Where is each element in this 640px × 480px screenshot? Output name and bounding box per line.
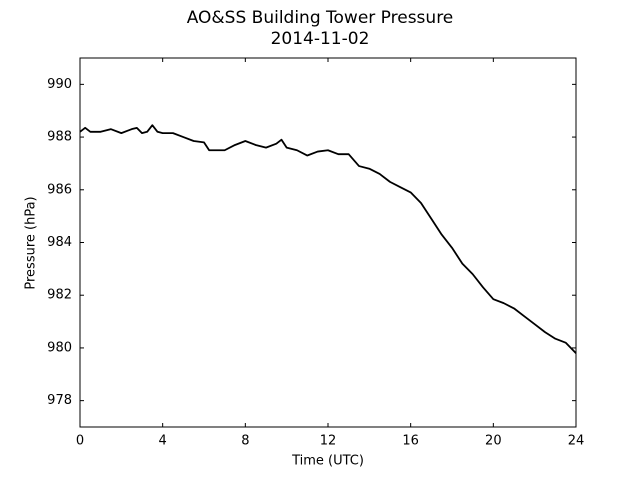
y-tick-label: 978 xyxy=(47,393,72,408)
x-tick-label: 16 xyxy=(402,434,419,449)
x-axis-label: Time (UTC) xyxy=(291,454,364,469)
plot-frame xyxy=(79,57,577,428)
y-tick-label: 982 xyxy=(47,288,72,303)
x-tick-label: 8 xyxy=(241,434,249,449)
y-tick-label: 986 xyxy=(47,182,72,197)
y-axis-label: Pressure (hPa) xyxy=(24,196,39,289)
x-tick-label: 12 xyxy=(320,434,337,449)
y-tick-label: 990 xyxy=(47,77,72,92)
x-tick-label: 0 xyxy=(76,434,84,449)
y-tick-label: 980 xyxy=(47,340,72,355)
chart-subtitle: 2014-11-02 xyxy=(271,29,370,49)
chart-title: AO&SS Building Tower Pressure xyxy=(187,8,454,28)
x-tick-label: 24 xyxy=(568,434,585,449)
data-line xyxy=(79,124,577,354)
y-tick-label: 988 xyxy=(47,130,72,145)
y-tick-label: 984 xyxy=(47,235,72,250)
x-tick-label: 20 xyxy=(485,434,502,449)
x-tick-label: 4 xyxy=(159,434,167,449)
